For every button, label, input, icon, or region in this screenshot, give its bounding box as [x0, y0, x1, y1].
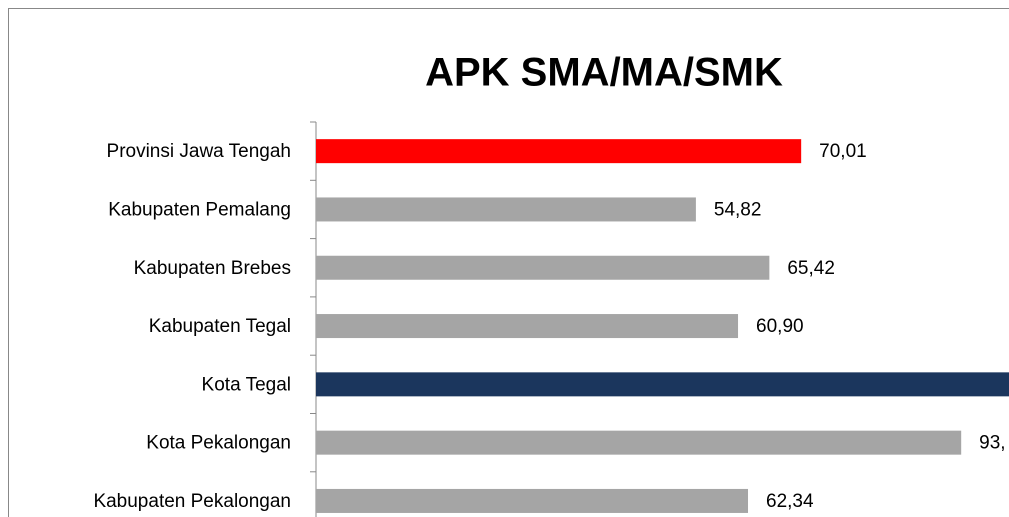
category-label: Kota Pekalongan — [146, 433, 291, 454]
category-label: Kabupaten Pemalang — [108, 199, 291, 220]
bar — [316, 372, 1009, 397]
bar — [316, 430, 962, 455]
bar — [316, 314, 739, 339]
value-label: 54,82 — [714, 199, 762, 220]
category-label: Kabupaten Pekalongan — [93, 491, 291, 512]
value-label: 60,90 — [756, 316, 804, 337]
value-label: 65,42 — [787, 258, 835, 279]
category-label: Kabupaten Tegal — [149, 316, 291, 337]
value-label: 93, — [979, 433, 1005, 454]
bar — [316, 488, 749, 513]
category-label: Kabupaten Brebes — [134, 258, 291, 279]
value-label: 70,01 — [819, 141, 867, 162]
chart-title: APK SMA/MA/SMK — [425, 51, 783, 95]
category-label: Kota Tegal — [202, 374, 291, 395]
bar — [316, 255, 770, 280]
value-label: 62,34 — [766, 491, 814, 512]
bar — [316, 139, 802, 164]
bar — [316, 197, 696, 222]
category-label: Provinsi Jawa Tengah — [107, 141, 291, 162]
